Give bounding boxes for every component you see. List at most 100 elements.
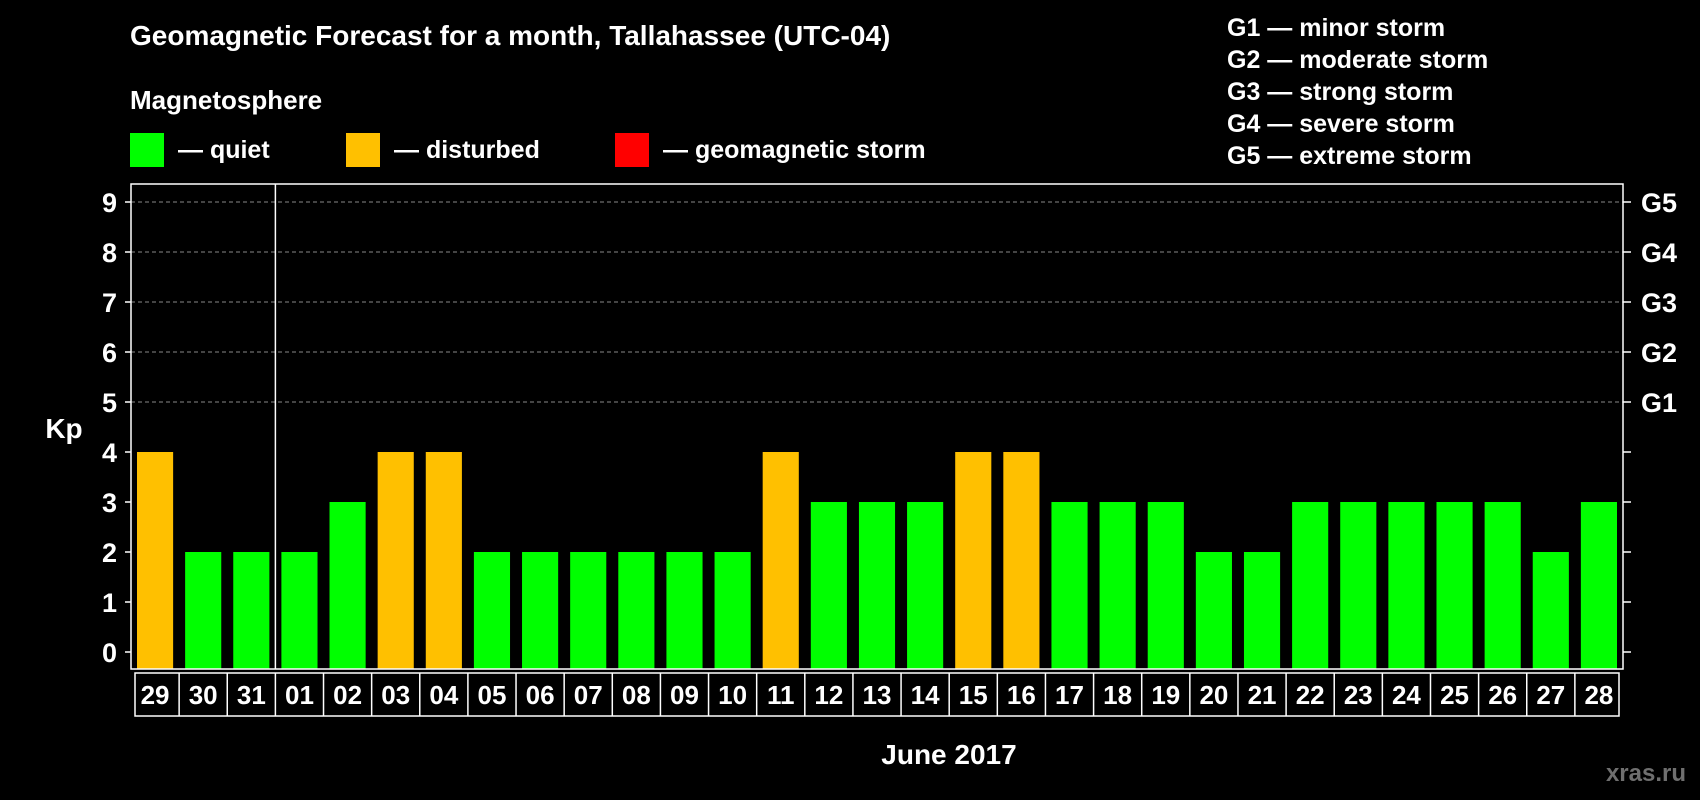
- storm-scale-g5: G5 — extreme storm: [1227, 142, 1472, 170]
- y-tick-label-3: 3: [102, 488, 117, 518]
- x-tick-label-18: 18: [1103, 680, 1132, 710]
- bar-27: [1532, 552, 1569, 669]
- x-tick-label-19: 19: [1151, 680, 1180, 710]
- legend-storm-label: — geomagnetic storm: [663, 135, 926, 164]
- storm-level-label-G1: G1: [1641, 388, 1677, 418]
- x-tick-label-02: 02: [333, 680, 362, 710]
- legend-subtitle: Magnetosphere: [130, 85, 323, 115]
- legend-quiet: — quiet: [130, 133, 270, 167]
- storm-level-label-G4: G4: [1641, 238, 1677, 268]
- bar-20: [1195, 552, 1232, 669]
- storm-scale-legend: G1 — minor storm G2 — moderate storm G3 …: [1227, 12, 1488, 172]
- bar-10: [714, 552, 751, 669]
- storm-scale-g1: G1 — minor storm: [1227, 14, 1446, 42]
- y-tick-label-2: 2: [102, 538, 117, 568]
- bar-24: [1388, 502, 1425, 669]
- x-tick-label-28: 28: [1584, 680, 1613, 710]
- legend-quiet-swatch: [130, 133, 164, 167]
- x-tick-label-27: 27: [1536, 680, 1565, 710]
- storm-level-label-G2: G2: [1641, 338, 1677, 368]
- x-tick-label-08: 08: [622, 680, 651, 710]
- bar-01: [281, 552, 318, 669]
- y-tick-label-6: 6: [102, 338, 117, 368]
- bar-23: [1340, 502, 1377, 669]
- bar-29: [137, 452, 174, 669]
- storm-level-label-G5: G5: [1641, 188, 1677, 218]
- x-tick-label-26: 26: [1488, 680, 1517, 710]
- legend-storm-swatch: [615, 133, 649, 167]
- bar-28: [1580, 502, 1617, 669]
- y-axis-label: Kp: [45, 413, 82, 444]
- chart-title: Geomagnetic Forecast for a month, Tallah…: [130, 20, 891, 51]
- x-tick-label-30: 30: [189, 680, 218, 710]
- storm-scale-g3: G3 — strong storm: [1227, 78, 1454, 106]
- bar-07: [570, 552, 607, 669]
- bar-06: [522, 552, 559, 669]
- bar-02: [329, 502, 366, 669]
- bar-17: [1051, 502, 1088, 669]
- bar-14: [907, 502, 944, 669]
- x-tick-label-14: 14: [911, 680, 940, 710]
- storm-scale-g2: G2 — moderate storm: [1227, 46, 1489, 74]
- x-tick-label-10: 10: [718, 680, 747, 710]
- bar-12: [810, 502, 847, 669]
- bar-22: [1292, 502, 1329, 669]
- x-tick-label-22: 22: [1296, 680, 1325, 710]
- x-tick-label-21: 21: [1248, 680, 1277, 710]
- legend-disturbed-swatch: [346, 133, 380, 167]
- bar-26: [1484, 502, 1521, 669]
- x-tick-label-11: 11: [767, 680, 795, 710]
- bar-11: [762, 452, 799, 669]
- legend-quiet-label: — quiet: [178, 135, 270, 164]
- x-tick-label-04: 04: [429, 680, 458, 710]
- x-axis-label: June 2017: [881, 739, 1016, 770]
- legend-storm: — geomagnetic storm: [615, 133, 926, 167]
- x-tick-label-06: 06: [526, 680, 555, 710]
- x-tick-label-05: 05: [478, 680, 507, 710]
- bar-13: [858, 502, 896, 669]
- x-tick-label-15: 15: [959, 680, 988, 710]
- bar-09: [666, 552, 703, 669]
- y-tick-label-0: 0: [102, 638, 117, 668]
- y-tick-label-8: 8: [102, 238, 117, 268]
- storm-level-label-G3: G3: [1641, 288, 1677, 318]
- x-tick-label-12: 12: [814, 680, 843, 710]
- watermark: xras.ru: [1605, 760, 1686, 787]
- bar-16: [1003, 452, 1040, 669]
- x-tick-label-29: 29: [141, 680, 170, 710]
- y-tick-label-7: 7: [102, 288, 117, 318]
- x-tick-label-25: 25: [1440, 680, 1469, 710]
- bar-05: [473, 552, 511, 669]
- x-tick-label-16: 16: [1007, 680, 1036, 710]
- y-tick-label-1: 1: [102, 588, 117, 618]
- x-tick-label-23: 23: [1344, 680, 1373, 710]
- x-tick-label-03: 03: [381, 680, 410, 710]
- bar-03: [377, 452, 414, 669]
- y-tick-label-5: 5: [102, 388, 117, 418]
- y-tick-label-9: 9: [102, 188, 117, 218]
- date-row-frame: [134, 672, 1620, 717]
- x-tick-label-09: 09: [670, 680, 699, 710]
- bar-04: [425, 452, 462, 669]
- bar-19: [1147, 502, 1184, 669]
- x-tick-label-07: 07: [574, 680, 603, 710]
- x-tick-label-24: 24: [1392, 680, 1421, 710]
- bar-18: [1099, 502, 1136, 669]
- y-tick-label-4: 4: [102, 438, 117, 468]
- bar-25: [1436, 502, 1473, 669]
- legend-disturbed: — disturbed: [346, 133, 540, 167]
- legend-disturbed-label: — disturbed: [394, 135, 540, 164]
- x-tick-label-01: 01: [285, 680, 314, 710]
- x-tick-label-17: 17: [1055, 680, 1084, 710]
- bar-31: [233, 552, 270, 669]
- x-tick-label-31: 31: [237, 680, 266, 710]
- bar-15: [955, 452, 992, 669]
- bar-30: [185, 552, 222, 669]
- bar-08: [618, 552, 655, 669]
- storm-scale-g4: G4 — severe storm: [1227, 110, 1455, 138]
- bar-21: [1243, 552, 1281, 669]
- x-tick-label-20: 20: [1199, 680, 1228, 710]
- x-tick-label-13: 13: [863, 680, 892, 710]
- plot-frame: [130, 183, 1624, 670]
